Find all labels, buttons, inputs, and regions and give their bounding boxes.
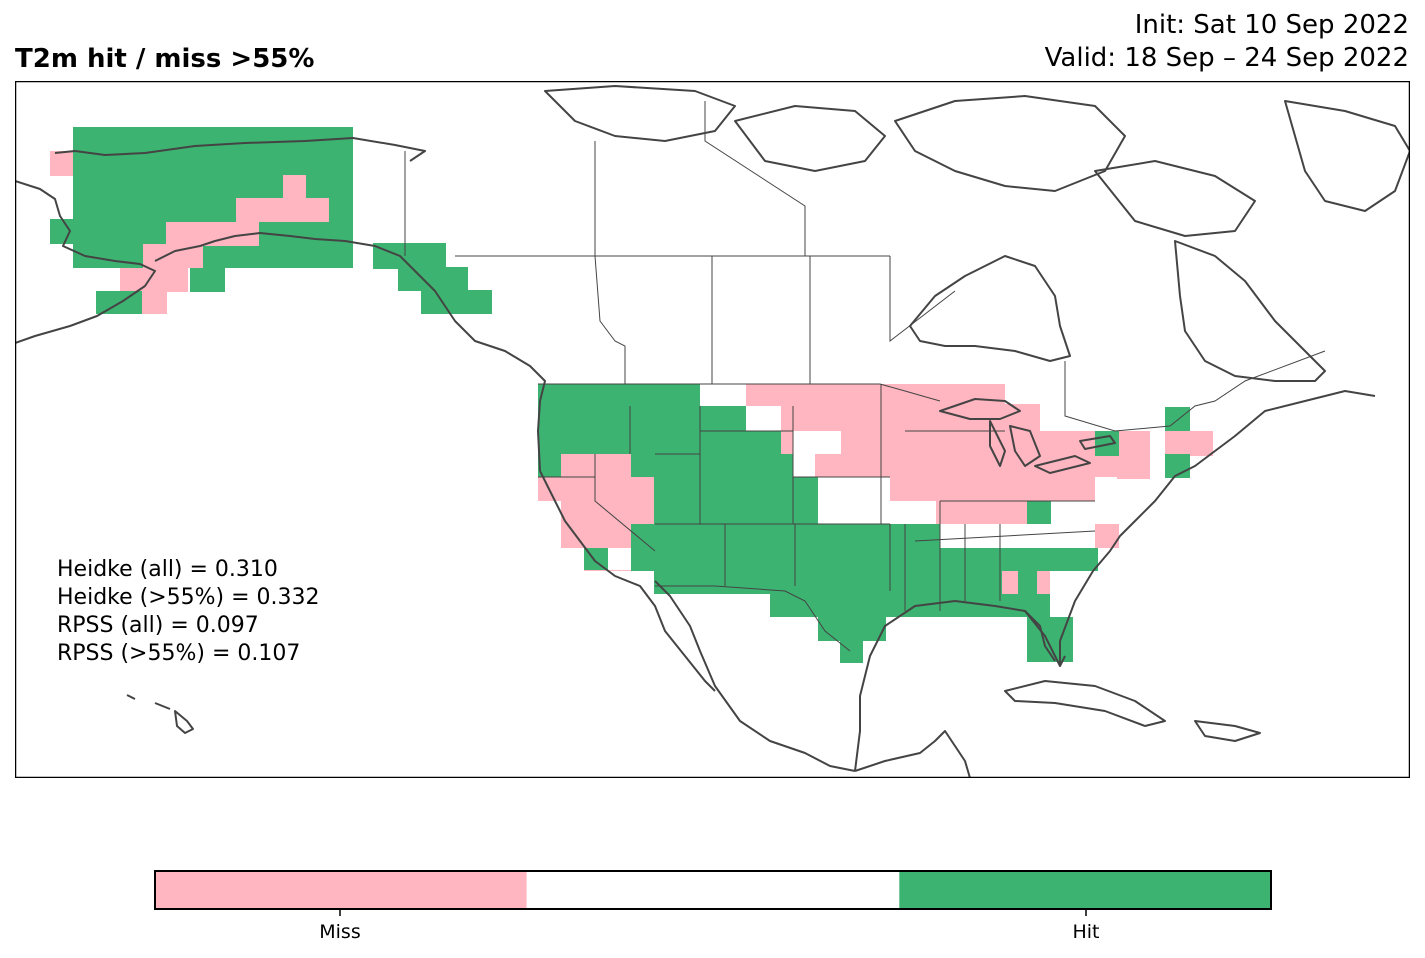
colorbar-frame [154,870,1272,910]
colorbar-miss-segment [154,870,527,910]
colorbar-miss-label: Miss [319,921,361,943]
score-box: Heidke (all) = 0.310 Heidke (>55%) = 0.3… [57,556,320,668]
colorbar [154,870,1272,910]
map-title: T2m hit / miss >55% [15,44,315,74]
conus-cells [538,384,1213,663]
heidke-55-score: Heidke (>55%) = 0.332 [57,585,320,610]
rpss-all-score: RPSS (all) = 0.097 [57,613,259,638]
valid-period: Valid: 18 Sep – 24 Sep 2022 [1044,43,1409,73]
init-date: Init: Sat 10 Sep 2022 [1134,10,1409,40]
map-frame [15,81,1410,778]
colorbar-hit-label: Hit [1072,921,1100,943]
colorbar-ticks [339,909,1087,916]
alaska-cells [50,127,492,314]
colorbar-neutral-segment [526,870,900,910]
borders [404,101,1326,652]
coastlines [15,85,1410,778]
colorbar-hit-segment [899,870,1272,910]
heidke-all-score: Heidke (all) = 0.310 [57,557,278,582]
forecast-map [15,81,1410,778]
rpss-55-score: RPSS (>55%) = 0.107 [57,641,301,666]
